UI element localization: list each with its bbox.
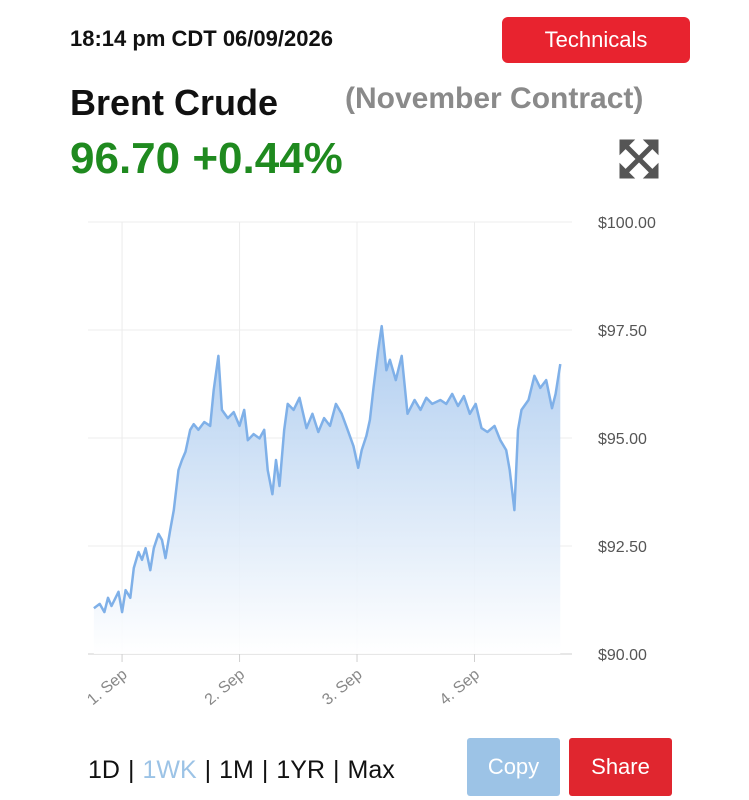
timestamp: 18:14 pm CDT 06/09/2026 [70, 26, 333, 51]
change: +0.44% [192, 134, 343, 183]
instrument-title: Brent Crude [70, 82, 279, 123]
price-line [93, 324, 562, 614]
y-tick-label: $100.00 [598, 215, 656, 232]
range-button[interactable]: 1M [219, 756, 254, 784]
technicals-button[interactable]: Technicals [502, 17, 690, 63]
y-tick-label: $95.00 [598, 431, 647, 448]
x-tick-label: 4. Sep [437, 666, 483, 709]
expand-icon[interactable] [618, 138, 660, 180]
y-tick-label: $97.50 [598, 323, 647, 340]
range-selector: 1D | 1WK | 1M | 1YR | Max [88, 756, 395, 785]
contract-label: (November Contract) [345, 82, 644, 115]
x-tick-label: 1. Sep [84, 666, 130, 709]
share-button[interactable]: Share [569, 738, 672, 796]
price-line: 96.70 +0.44% [70, 134, 343, 184]
separator: | [127, 756, 135, 784]
y-tick-label: $92.50 [598, 539, 647, 556]
price: 96.70 [70, 134, 181, 183]
separator: | [261, 756, 269, 784]
range-button[interactable]: Max [347, 756, 395, 784]
x-tick-label: 2. Sep [202, 666, 248, 709]
range-button[interactable]: 1WK [142, 756, 197, 784]
range-button[interactable]: 1D [88, 756, 120, 784]
separator: | [333, 756, 340, 784]
y-tick-label: $90.00 [598, 647, 647, 664]
range-button[interactable]: 1YR [276, 756, 326, 784]
area [93, 326, 561, 654]
copy-button[interactable]: Copy [467, 738, 560, 796]
x-tick-label: 3. Sep [319, 666, 365, 709]
separator: | [204, 756, 212, 784]
